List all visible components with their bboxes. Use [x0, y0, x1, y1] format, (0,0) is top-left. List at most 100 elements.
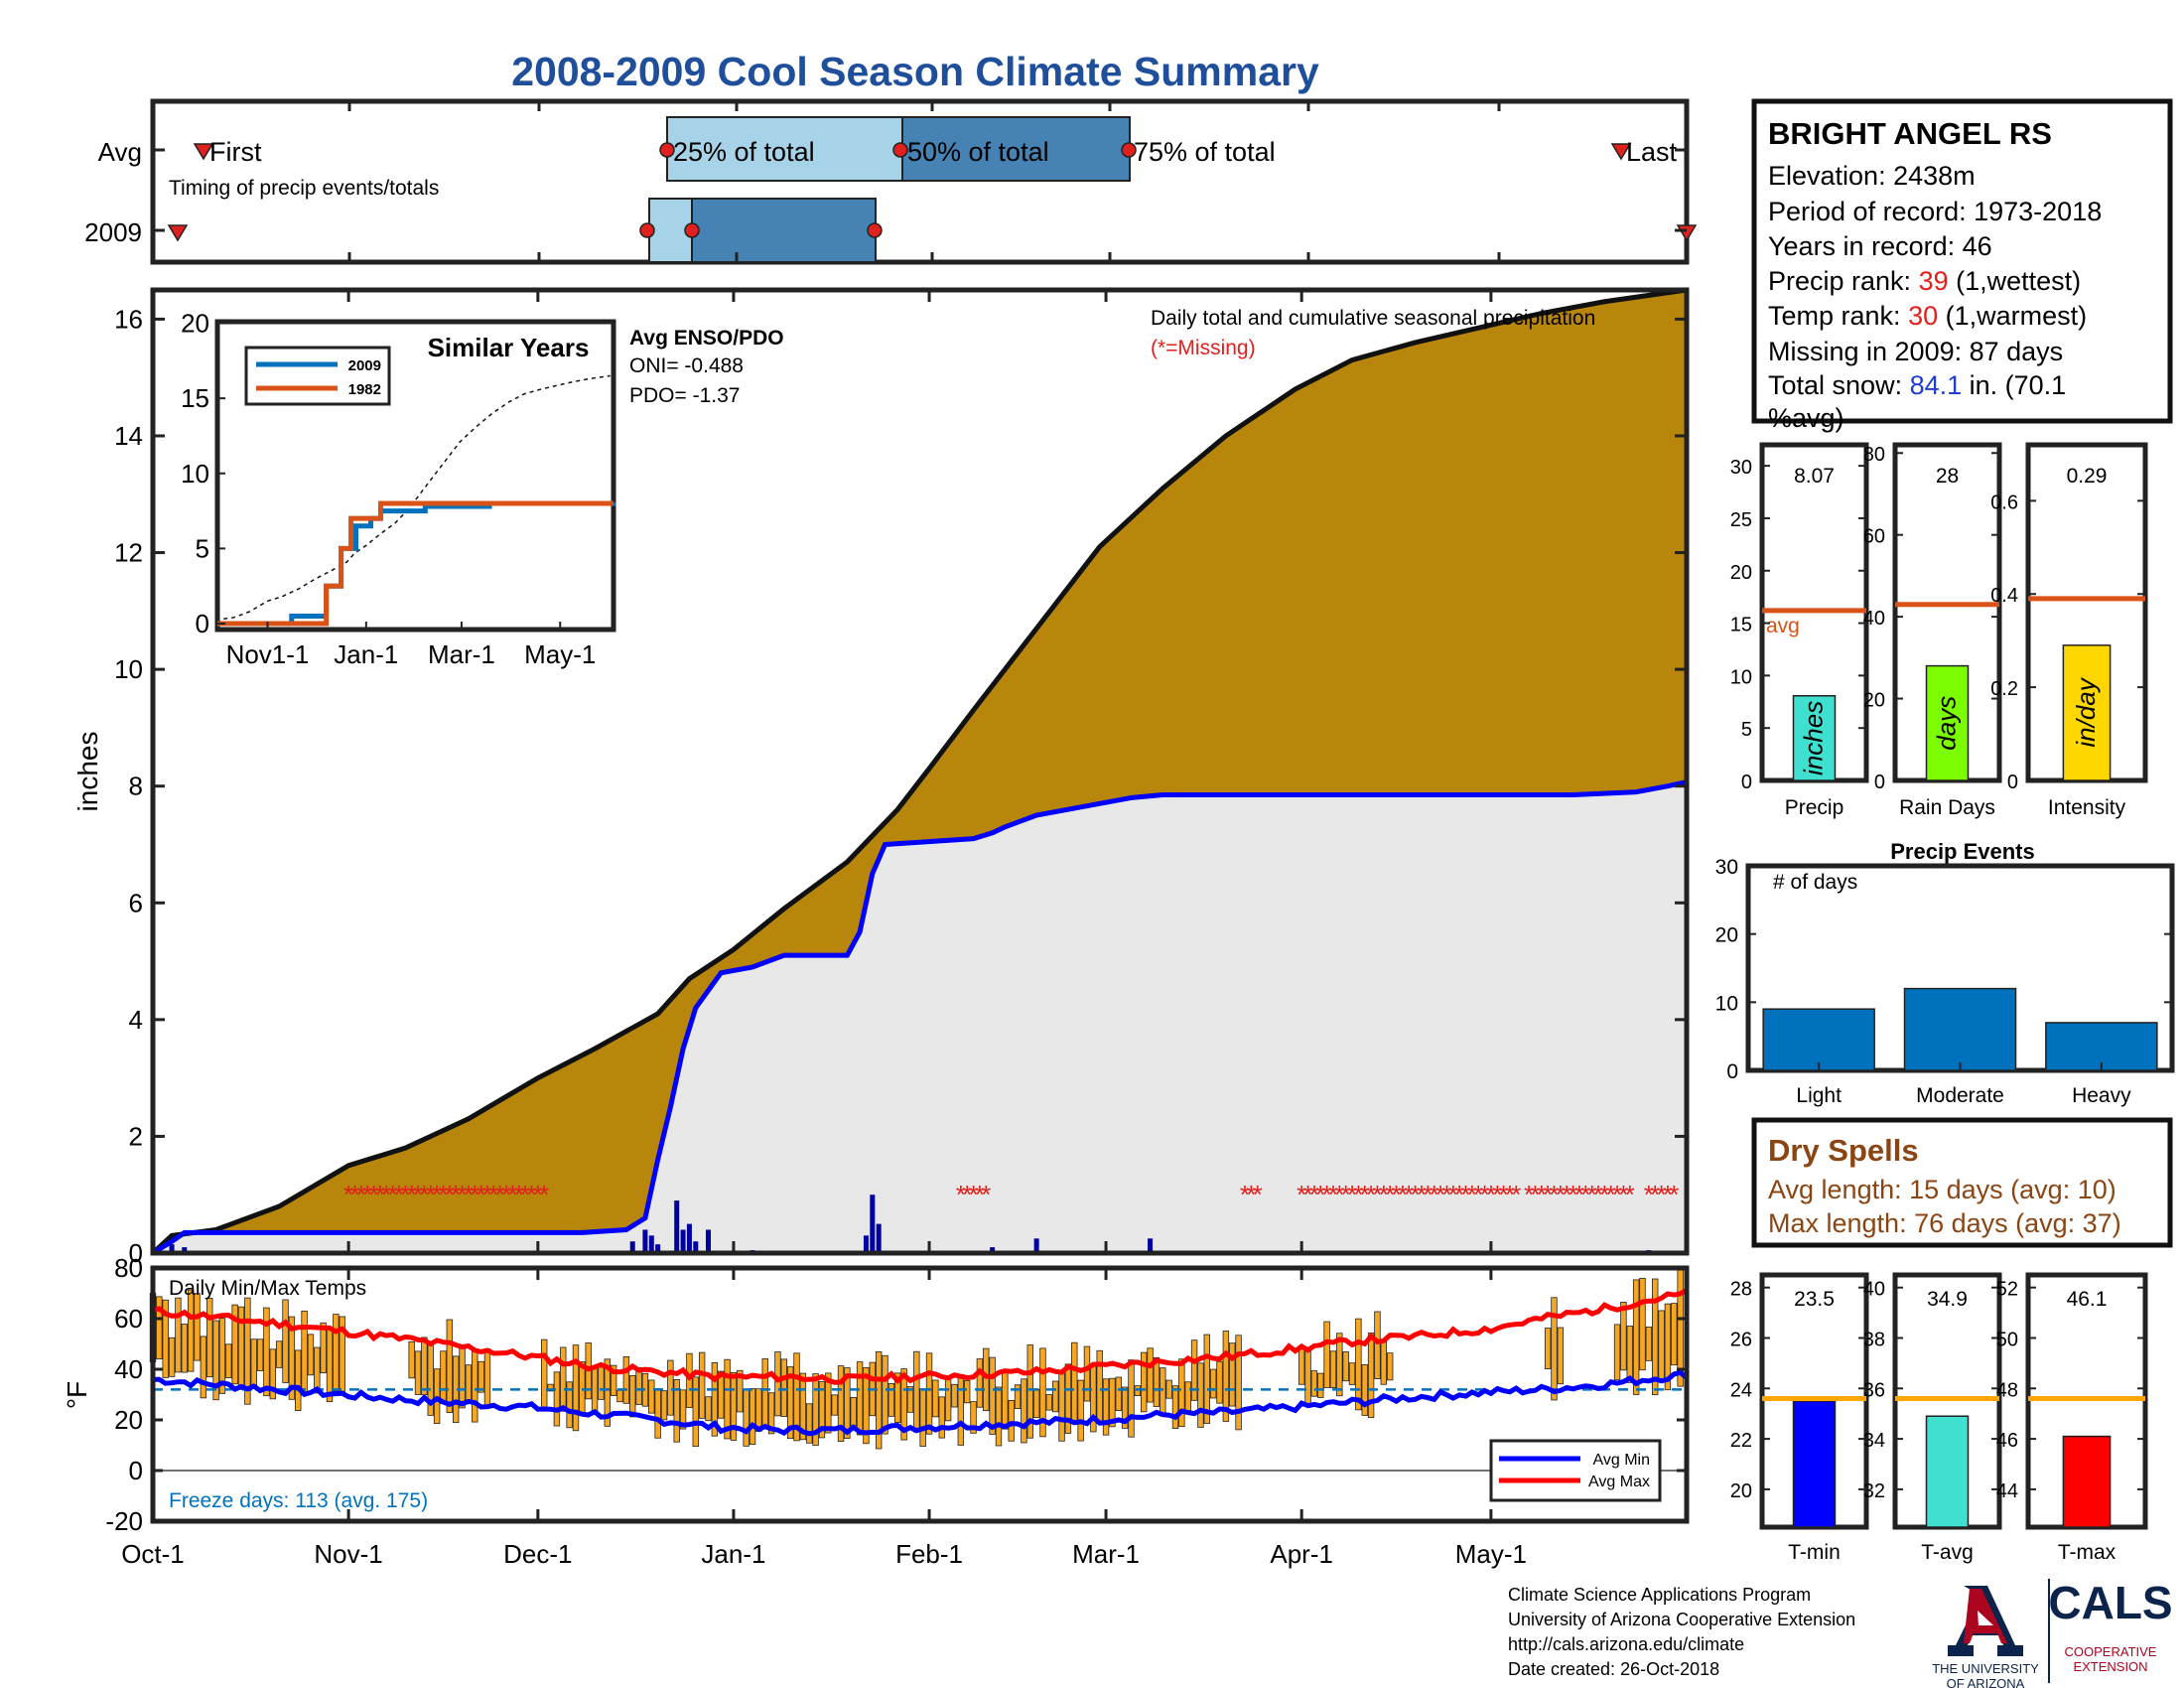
daily-temp-range-bar — [1190, 1339, 1198, 1401]
daily-temp-range-bar — [749, 1388, 756, 1445]
missing-marker: * — [1479, 1180, 1489, 1209]
precip-events-bar — [1762, 1008, 1875, 1071]
daily-temp-range-bar — [181, 1324, 188, 1373]
missing-marker: * — [1625, 1180, 1635, 1209]
y-tick-label: 12 — [114, 538, 143, 568]
legend-label-1982: 1982 — [348, 381, 381, 398]
daily-temp-range-bar — [1165, 1379, 1172, 1399]
precip-events-bar — [1903, 987, 2017, 1071]
daily-temp-range-bar — [194, 1293, 201, 1361]
pdo-value: PDO= -1.37 — [629, 384, 740, 407]
daily-temp-range-bar — [1058, 1372, 1065, 1442]
precip-y-ticks: 0 2 4 6 8 10 12 14 16 — [114, 304, 1687, 1268]
missing-marker: * — [482, 1180, 492, 1209]
missing-marker: * — [368, 1180, 378, 1209]
missing-marker: * — [426, 1180, 436, 1209]
precip-y-label: inches — [72, 732, 103, 812]
daily-temp-range-bar — [1203, 1334, 1210, 1424]
daily-temp-range-bar — [837, 1365, 845, 1443]
daily-temp-range-bar — [1077, 1379, 1084, 1442]
daily-temp-range-bar — [1348, 1362, 1356, 1385]
summary-label-intensity: Intensity — [2048, 796, 2126, 819]
temp-summary-tick-label: 22 — [1730, 1430, 1752, 1452]
inset-y-tick-label: 20 — [181, 309, 209, 339]
daily-temp-range-bar — [237, 1306, 245, 1390]
missing-marker: * — [413, 1180, 423, 1209]
daily-temp-range-bar — [206, 1298, 213, 1378]
date-x-ticks: Oct-1 Nov-1 Dec-1 Jan-1 Feb-1 Mar-1 Apr-1 May-1 — [121, 290, 1527, 1569]
temp-summary-tick-label: 20 — [1730, 1480, 1752, 1502]
daily-temp-range-bar — [856, 1361, 864, 1436]
inset-avg-dashed-line — [216, 374, 611, 625]
temp-summary-value-tmin: 23.5 — [1794, 1288, 1835, 1311]
missing-marker: * — [1460, 1180, 1470, 1209]
missing-marker: * — [1417, 1180, 1427, 1209]
footer: Climate Science Applications Program Uni… — [1508, 1577, 2173, 1688]
station-snow: Total snow: 84.1 in. (70.1 — [1768, 370, 2066, 400]
daily-temp-range-bar — [951, 1383, 958, 1408]
missing-note: (*=Missing) — [1151, 337, 1256, 359]
missing-marker: * — [1618, 1180, 1628, 1209]
daily-temp-range-bar — [692, 1376, 699, 1448]
temp-summary-panels: 23.5 T-min 20 22 24 26 28 34.9 T-avg 32 34 36 38 40 46… — [1730, 1272, 2148, 1564]
label-50-of-total: 50% of total — [907, 137, 1049, 167]
daily-temp-range-bar — [1128, 1359, 1135, 1438]
temp-title: Daily Min/Max Temps — [169, 1277, 366, 1300]
daily-temp-range-bar — [440, 1350, 447, 1405]
similar-years-inset: 0 5 10 15 20 Nov1-1 Jan-1 Mar-1 May-1 Similar Y… — [181, 309, 616, 669]
daily-precip-bar — [655, 1244, 661, 1253]
daily-temp-range-bar — [1102, 1378, 1110, 1436]
daily-temp-range-bar — [831, 1394, 838, 1416]
summary-tick-label: 20 — [1730, 562, 1752, 584]
avg-25-50-box — [666, 116, 903, 182]
y-tick-label: 10 — [114, 654, 143, 684]
avg-75-marker — [1121, 142, 1137, 158]
temp-summary-tick-label: 36 — [1863, 1379, 1885, 1401]
summary-tick-label: 80 — [1863, 444, 1885, 466]
daily-temp-range-bar — [1197, 1362, 1204, 1428]
daily-temp-range-bar — [944, 1375, 952, 1422]
label-25-of-total: 25% of total — [673, 137, 815, 167]
station-name: BRIGHT ANGEL RS — [1768, 116, 2052, 151]
daily-temp-range-bar — [850, 1397, 857, 1427]
missing-marker: * — [1315, 1180, 1325, 1209]
daily-temp-range-bar — [983, 1347, 990, 1412]
daily-temp-range-bar — [1632, 1279, 1640, 1395]
footer-line-1: Climate Science Applications Program — [1508, 1585, 1811, 1605]
daily-temp-range-bar — [1317, 1372, 1324, 1398]
daily-temp-range-bar — [1323, 1321, 1330, 1388]
inset-y-tick-label: 15 — [181, 383, 209, 413]
missing-marker: * — [388, 1180, 398, 1209]
missing-marker: * — [1644, 1180, 1654, 1209]
missing-marker: * — [539, 1180, 549, 1209]
missing-marker: * — [1606, 1180, 1616, 1209]
temp-summary-tick-label: 28 — [1730, 1279, 1752, 1301]
daily-temp-range-bar — [938, 1396, 945, 1439]
dry-spells-panel: Dry Spells Avg length: 15 days (avg: 10)… — [1751, 1117, 2173, 1248]
missing-marker: * — [1302, 1180, 1312, 1209]
daily-temp-range-bar — [780, 1358, 788, 1417]
missing-marker: * — [1612, 1180, 1622, 1209]
daily-temp-range-bar — [932, 1379, 939, 1418]
daily-temp-range-bar — [1147, 1347, 1154, 1403]
temp-legend-box — [1489, 1439, 1662, 1502]
daily-temp-range-bar — [250, 1338, 257, 1389]
daily-temp-range-bar — [1658, 1310, 1665, 1381]
daily-temp-range-bar — [1008, 1400, 1015, 1442]
daily-precip-bar — [629, 1241, 635, 1253]
daily-temp-range-bar — [919, 1388, 926, 1447]
missing-marker: * — [1328, 1180, 1338, 1209]
daily-temp-range-bar — [459, 1346, 466, 1409]
daily-temp-range-bar — [1115, 1376, 1122, 1411]
missing-marker: * — [1334, 1180, 1344, 1209]
summary-tick-label: 0.4 — [1990, 585, 2018, 607]
daily-temp-range-bar — [767, 1392, 775, 1435]
temp-y-tick-label: 0 — [129, 1456, 143, 1485]
events-y-tick-label: 30 — [1715, 856, 1738, 879]
summary-tick-label: 60 — [1863, 526, 1885, 548]
missing-marker: * — [432, 1180, 442, 1209]
daily-temp-range-bar — [698, 1351, 706, 1419]
station-elevation: Elevation: 2438m — [1768, 161, 1976, 191]
station-frame — [1751, 98, 2173, 424]
daily-temp-range-bar — [1026, 1344, 1033, 1439]
